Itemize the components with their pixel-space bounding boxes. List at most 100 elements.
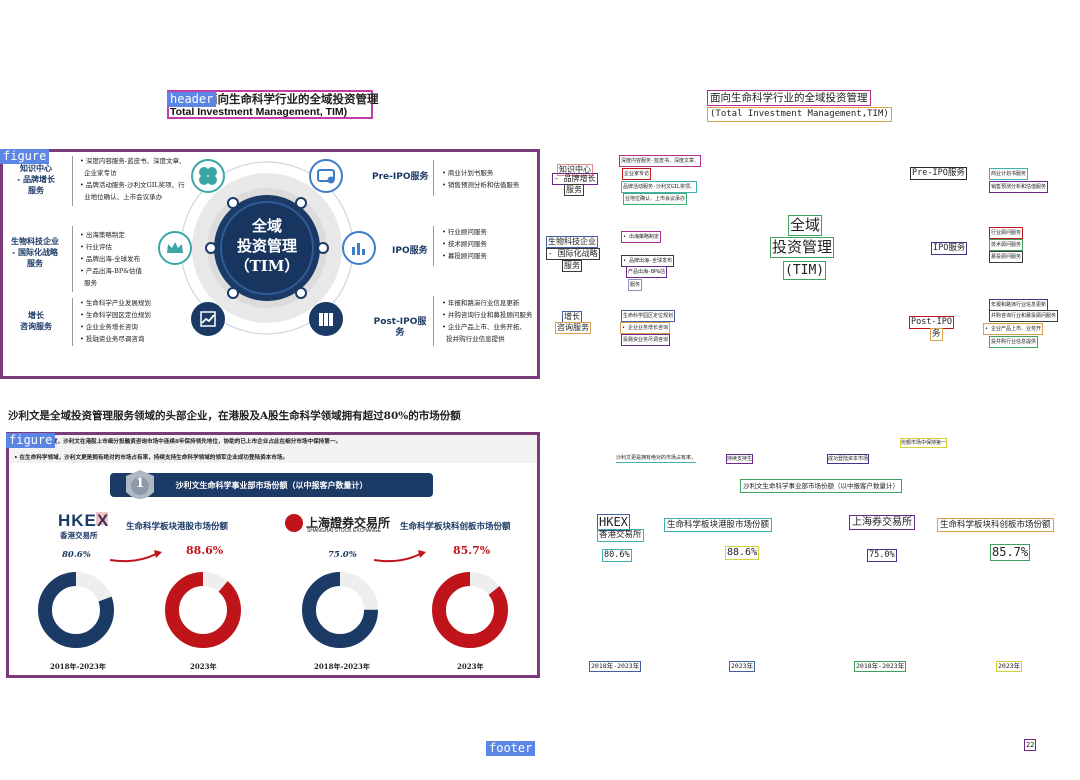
r-left-label: 生物科技企业 <box>546 236 598 248</box>
donut-share-arc <box>432 572 508 648</box>
sse-emblem-icon <box>285 514 303 532</box>
market-share-banner-text: 沙利文生命科学事业部市场份额（以中报客户数量计） <box>175 480 368 490</box>
r-period: 2018年-2023年 <box>589 661 642 672</box>
r-hkex: HKEX <box>597 514 630 531</box>
r-fig-text: 沙利文更是拥有绝对的市场占有率， <box>616 455 697 463</box>
right-group-3-label: Post-IPO服务 <box>373 317 427 338</box>
donut-2-pct: 88.6% <box>186 544 224 557</box>
r-right-bullet: • 企业产品上市、业务开 <box>983 323 1044 335</box>
figure-1-tag: figure <box>0 149 50 164</box>
page-number: 22 <box>1024 739 1037 751</box>
r-right-bullet: 行业顾问服务 <box>989 227 1024 239</box>
figure-2-tag: figure <box>6 433 56 448</box>
divider <box>72 156 73 206</box>
divider <box>433 296 434 346</box>
divider <box>433 160 434 196</box>
r-fig-text: 成功登陆资本市场 <box>827 454 870 464</box>
arrow-icon <box>373 550 426 563</box>
r-pct: 75.0% <box>867 549 897 562</box>
r-sse: 上海券交易所 <box>849 515 915 530</box>
r-left-bullet: 服务 <box>628 279 643 291</box>
right-group-2-bullets: • 行业顾问服务 • 技术顾问服务 • 募投顾问服务 <box>442 228 487 260</box>
hkex-logo: HKEX <box>58 511 110 530</box>
left-group-3-label: 增长 咨询服务 <box>20 310 52 331</box>
growth-chart-icon <box>191 302 225 336</box>
r-right-bullet: 投并购行业信息提供 <box>989 336 1039 348</box>
right-group-2-label: IPO服务 <box>392 246 428 256</box>
r-pct: 80.6% <box>602 549 632 562</box>
donut-3-period: 2018年-2023年 <box>314 662 370 671</box>
r-right-bullet: 募投顾问服务 <box>989 251 1024 263</box>
arrow-icon <box>109 550 162 563</box>
market-share-banner <box>110 473 433 497</box>
left-group-2-bullets: • 出海策略制定 • 行业评估 • 品牌出海-全球发布 • 产品出海-BP&估值… <box>80 231 143 287</box>
figure-2-bullet-2: • 在生命科学领域，沙利文更是拥有绝对的市场占有率，持续支持生命科学领域的领军企… <box>14 455 289 461</box>
crown-icon <box>158 231 192 265</box>
monitor-icon <box>309 159 343 193</box>
left-group-1-bullets: • 深度内容服务-蓝皮书、深度文章、 企业家专访 • 品牌活动服务-沙利文GIL… <box>80 157 186 201</box>
right-group-1-label: Pre-IPO服务 <box>372 172 429 182</box>
hk-market-title: 生命科学板块港股市场份额 <box>126 522 229 532</box>
donut-chart-2 <box>165 572 241 648</box>
donut-chart-3 <box>302 572 378 648</box>
r-center-1: 全域 <box>788 215 823 236</box>
sse-sub: SHANGHAI STOCK EXCHANGE <box>307 528 382 534</box>
figure-2-bullet-1: • 2023年三季度，沙利文在港股上市细分投融资咨询市场中连续8年保持领先地位，… <box>14 439 342 445</box>
r-left-bullet: • 企业业务增长咨询 <box>620 322 671 334</box>
left-title-en: Total Investment Management, TIM) <box>170 106 348 118</box>
left-group-2-label: 生物科技企业 - 国际化战略 服务 <box>11 236 59 268</box>
r-left-label: - 国际化战略 <box>546 248 600 260</box>
r-left-bullet: 生命科学园区定位规划 <box>621 310 676 322</box>
donut-1-pct: 80.6% <box>62 550 91 560</box>
r-pct: 85.7% <box>990 544 1031 561</box>
right-group-1-bullets: • 商业计划书服务 • 销售预测分析和估值服务 <box>442 169 520 189</box>
r-period: 2018年-2023年 <box>854 661 907 672</box>
r-right-bullet: 并购咨询行业和募投顾问服务 <box>989 310 1059 322</box>
building-icon <box>309 302 343 336</box>
r-left-label: 知识中心 <box>557 164 593 176</box>
figure-2-bullet-bg <box>9 435 537 463</box>
figure-1-frame <box>0 149 540 379</box>
a-market-title: 生命科学板块科创板市场份额 <box>400 522 511 532</box>
r-right-bullet: 商业计划书服务 <box>989 168 1029 180</box>
r-left-label: 服务 <box>562 260 582 272</box>
right-title-cn: 面向生命科学行业的全域投资管理 <box>707 90 871 106</box>
donut-share-arc <box>302 572 378 648</box>
donut-chart-1 <box>38 572 114 648</box>
donut-4-period: 2023年 <box>457 662 484 671</box>
r-left-bullet: 投融资业务尽调咨询 <box>621 334 671 346</box>
r-left-bullet: 品牌活动服务-沙利文GIL奖项、 <box>621 181 698 193</box>
hkex-logo-x <box>96 512 108 525</box>
donut-share-arc <box>38 572 114 648</box>
left-group-3-bullets: • 生命科学产业发展规划 • 生命科学园区定位规划 • 企业业务增长咨询 • 投… <box>80 299 151 343</box>
r-left-bullet: 产品出海-BP&估 <box>626 266 668 278</box>
market-share-headline: 沙利文是全域投资管理服务领域的头部企业，在港股及A股生命科学领域拥有超过80%的… <box>8 410 461 422</box>
chart-gear-icon <box>342 231 376 265</box>
r-left-bullet: 业地位确认、上市会议承办 <box>623 193 688 205</box>
r-left-label: 服务 <box>564 184 584 196</box>
r-hk-title: 生命科学板块港股市场份额 <box>664 518 773 532</box>
figure-2-frame <box>6 432 540 678</box>
r-left-bullet: 企业家专访 <box>622 168 652 180</box>
r-right-bullet: 技术顾问服务 <box>989 239 1024 251</box>
r-period: 2023年 <box>996 661 1023 672</box>
left-group-1-label: 知识中心 - 品牌增长 服务 <box>16 163 56 195</box>
donut-3-pct: 75.0% <box>328 550 357 560</box>
r-a-title: 生命科学板块科创板市场份额 <box>937 518 1054 532</box>
r-banner: 沙利文生命科学事业部市场份额（以中报客户数量计） <box>740 479 902 493</box>
divider <box>72 226 73 292</box>
right-group-3-bullets: • 年报和路演行业信息更新 • 并购咨询行业和募投顾问服务 • 企业产品上市、业… <box>442 299 533 343</box>
r-left-label: 咨询服务 <box>555 322 591 334</box>
r-pct: 88.6% <box>725 546 760 560</box>
r-left-bullet: 深度内容服务-蓝皮书、深度文章、 <box>619 155 702 167</box>
donut-chart-4 <box>432 572 508 648</box>
donut-share-arc <box>165 572 241 648</box>
right-title-en: (Total Investment Management,TIM) <box>707 107 892 122</box>
badge-icon <box>126 470 154 499</box>
divider <box>433 226 434 266</box>
r-period: 2023年 <box>729 661 756 672</box>
donut-4-pct: 85.7% <box>453 544 491 557</box>
r-left-bullet: • 出海策略制定 <box>621 231 662 243</box>
header-tag: header <box>167 92 217 107</box>
r-center-3: (TIM) <box>783 261 827 280</box>
